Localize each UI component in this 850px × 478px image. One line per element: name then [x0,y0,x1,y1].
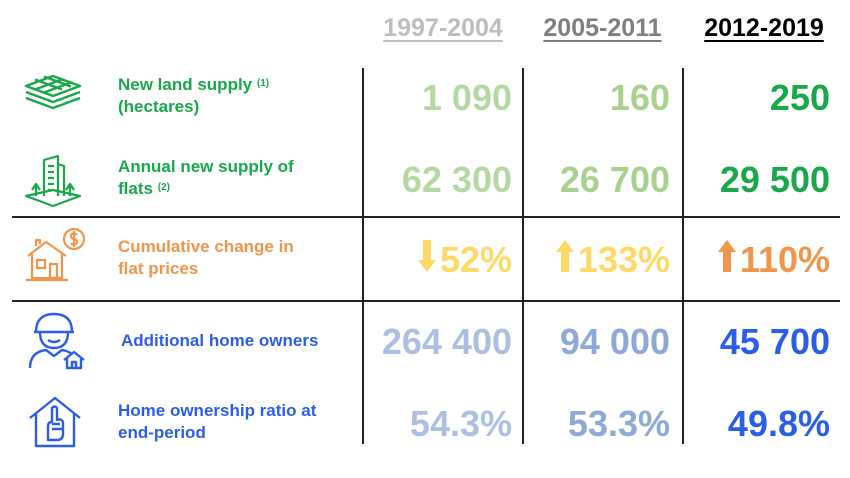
value-flats-2012: 29 500 [719,159,830,200]
value-owners-2005: 94 000 [559,321,670,362]
value-prices-2005: 133% [528,240,670,280]
arrow-down-icon [417,240,436,272]
label-land-supply: New land supply (1) (hectares) [118,75,270,116]
value-ratio-2005: 53.3% [567,403,670,444]
label-flat-supply: Annual new supply of flats (2) [118,157,294,198]
header-1997-2004: 1997-2004 [383,14,503,42]
value-ratio-2012: 49.8% [727,403,830,444]
value-flats-1997: 62 300 [401,159,512,200]
arrow-up-icon [717,240,736,272]
home-owner-icon [28,312,85,370]
value-owners-1997: 264 400 [381,321,512,362]
value-land-2005: 160 [609,77,670,118]
land-layers-icon [24,74,82,110]
row-divider-1 [12,216,840,218]
label-flat-prices: Cumulative change in flat prices [118,237,294,278]
header-2005-2011: 2005-2011 [543,14,662,42]
value-owners-2012: 45 700 [719,321,830,362]
value-prices-2012: 110% [688,240,830,280]
value-flats-2005: 26 700 [559,159,670,200]
home-hand-icon [29,396,81,448]
value-land-2012: 250 [769,77,830,118]
label-home-owners: Additional home owners [121,331,319,350]
column-divider-3 [682,68,684,444]
value-ratio-1997: 54.3% [409,403,512,444]
building-icon [24,154,82,208]
header-2012-2019: 2012-2019 [704,14,824,42]
row-divider-2 [12,300,840,302]
column-divider-2 [522,68,524,444]
value-land-1997: 1 090 [421,77,512,118]
value-prices-1997: 52% [372,240,512,280]
house-dollar-icon [26,227,86,282]
label-ownership-ratio: Home ownership ratio at end-period [118,401,317,442]
column-divider-1 [362,68,364,444]
arrow-up-icon [555,240,574,272]
